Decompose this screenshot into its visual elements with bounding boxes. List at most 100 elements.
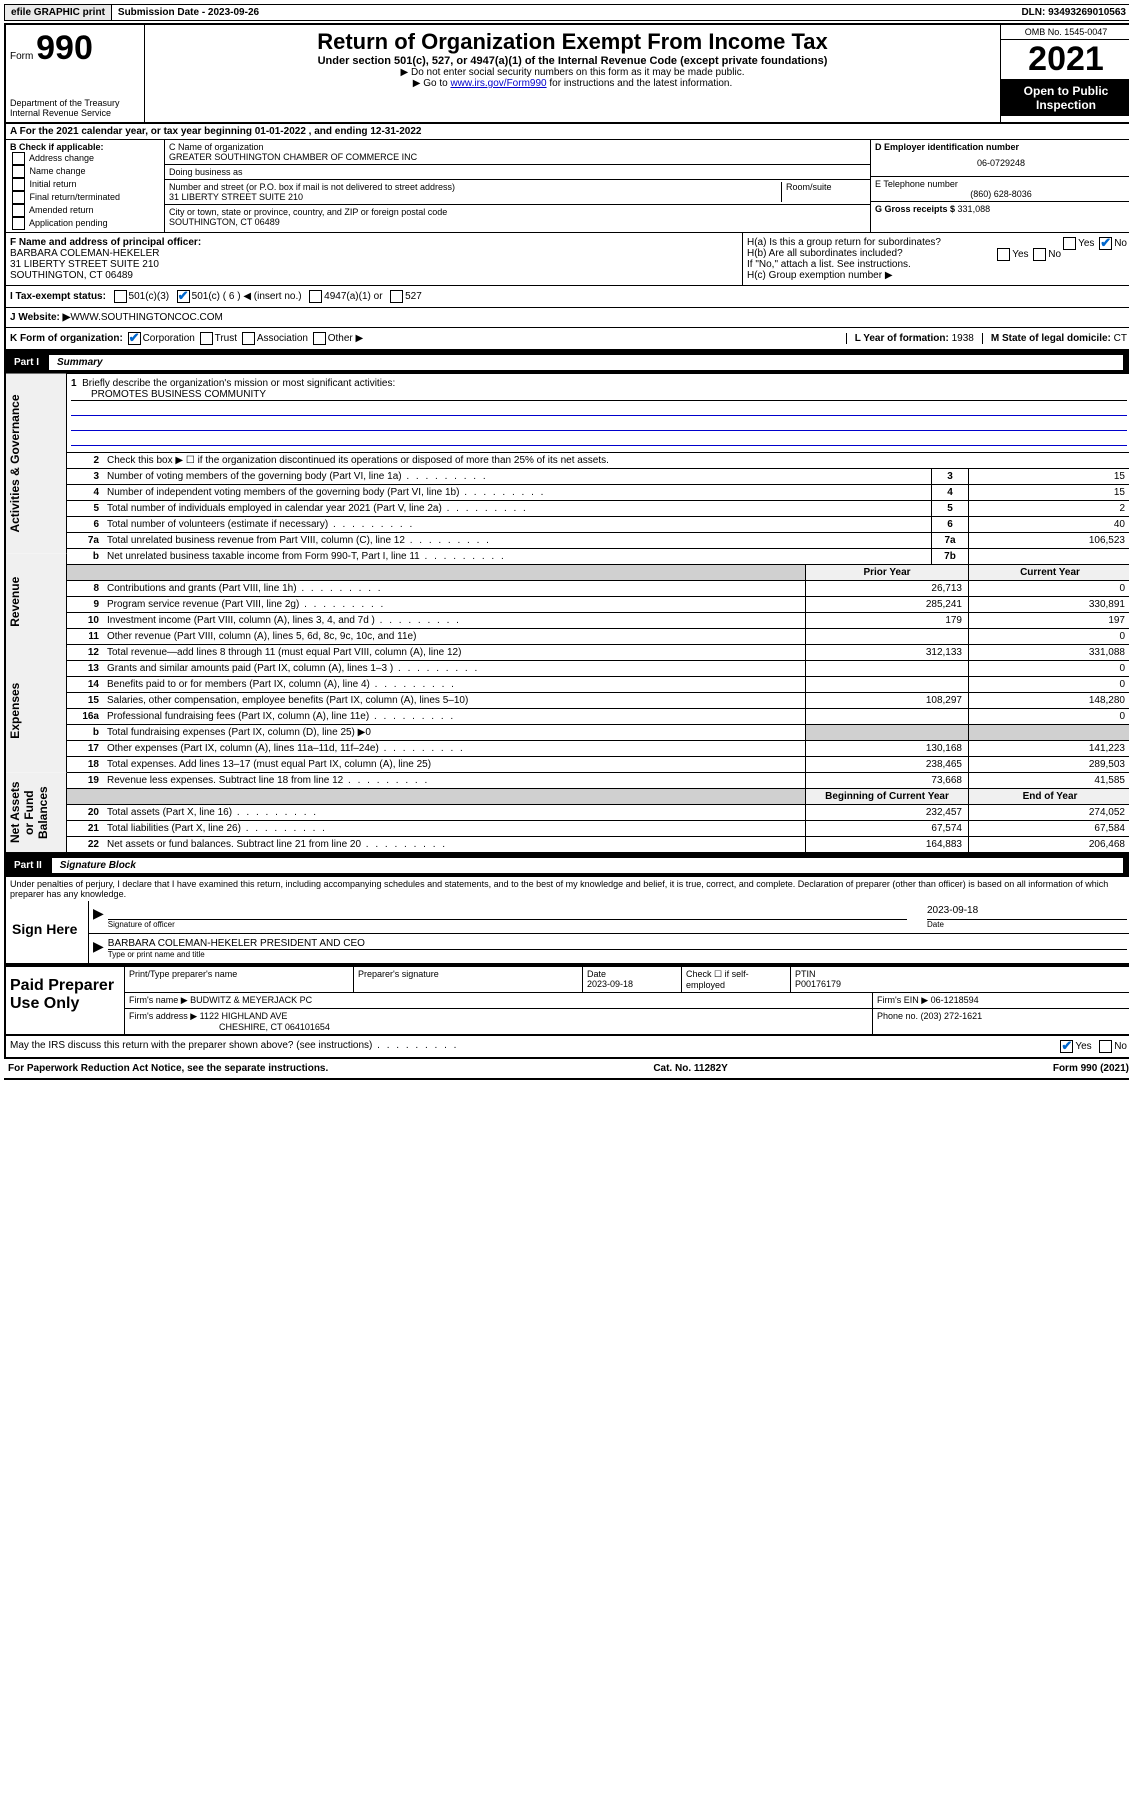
city-label: City or town, state or province, country…: [169, 207, 866, 217]
begin-year-header: Beginning of Current Year: [805, 789, 968, 804]
k-assoc-checkbox[interactable]: [242, 332, 255, 345]
line7a: 7a Total unrelated business revenue from…: [67, 533, 1129, 549]
line12-label: Total revenue—add lines 8 through 11 (mu…: [103, 645, 805, 660]
ha-no: No: [1114, 238, 1127, 249]
dln-value: 93493269010563: [1048, 7, 1126, 18]
column-c: C Name of organization GREATER SOUTHINGT…: [165, 140, 871, 232]
column-b: B Check if applicable: Address change Na…: [6, 140, 165, 232]
i-501c3-checkbox[interactable]: [114, 290, 127, 303]
website-value: WWW.SOUTHINGTONCOC.COM: [70, 312, 223, 323]
hb-yes-checkbox[interactable]: [997, 248, 1010, 261]
line1-value: PROMOTES BUSINESS COMMUNITY: [71, 389, 1127, 401]
row-j: J Website: ▶ WWW.SOUTHINGTONCOC.COM: [4, 308, 1129, 328]
checkbox-name-change[interactable]: [12, 165, 25, 178]
irs-link[interactable]: www.irs.gov/Form990: [450, 78, 546, 89]
m-value: CT: [1114, 333, 1127, 344]
checkbox-initial-return[interactable]: [12, 178, 25, 191]
firm-ein: 06-1218594: [931, 995, 979, 1005]
line21-label: Total liabilities (Part X, line 26): [103, 821, 805, 836]
line15: 15 Salaries, other compensation, employe…: [67, 693, 1129, 709]
line5: 5 Total number of individuals employed i…: [67, 501, 1129, 517]
line11-prior: [805, 629, 968, 644]
note2-pre: ▶ Go to: [413, 78, 451, 89]
line11-num: 11: [67, 629, 103, 644]
k-trust-checkbox[interactable]: [200, 332, 213, 345]
discuss-yes-checkbox[interactable]: [1060, 1040, 1073, 1053]
blank: [103, 565, 805, 580]
line14-prior: [805, 677, 968, 692]
line7a-num: 7a: [67, 533, 103, 548]
line10: 10 Investment income (Part VIII, column …: [67, 613, 1129, 629]
line10-label: Investment income (Part VIII, column (A)…: [103, 613, 805, 628]
blank: [67, 789, 103, 804]
i-527-checkbox[interactable]: [390, 290, 403, 303]
dept-label: Department of the Treasury: [10, 98, 140, 108]
addr-cell: Number and street (or P.O. box if mail i…: [165, 180, 870, 205]
line7b-num: b: [67, 549, 103, 564]
line10-curr: 197: [968, 613, 1129, 628]
part2-label: Part II: [14, 860, 52, 871]
line16b: b Total fundraising expenses (Part IX, c…: [67, 725, 1129, 741]
line4-num: 4: [67, 485, 103, 500]
firm-addr-label: Firm's address ▶: [129, 1011, 200, 1021]
note2-post: for instructions and the latest informat…: [547, 78, 733, 89]
addr-label: Number and street (or P.O. box if mail i…: [169, 182, 781, 192]
line6: 6 Total number of volunteers (estimate i…: [67, 517, 1129, 533]
line16a-curr: 0: [968, 709, 1129, 724]
i-4947-checkbox[interactable]: [309, 290, 322, 303]
paid-row1: Print/Type preparer's name Preparer's si…: [125, 967, 1129, 993]
date-label: Date: [927, 920, 1127, 929]
line13: 13 Grants and similar amounts paid (Part…: [67, 661, 1129, 677]
checkbox-address-change[interactable]: [12, 152, 25, 165]
group-return: H(a) Is this a group return for subordin…: [743, 233, 1129, 285]
i-opt2: 501(c) ( 6 ) ◀ (insert no.): [192, 291, 302, 302]
checkbox-final-return[interactable]: [12, 191, 25, 204]
name-label: Type or print name and title: [108, 950, 1127, 959]
line21-num: 21: [67, 821, 103, 836]
sig-row1: ▶ Signature of officer 2023-09-18 Date: [89, 901, 1129, 934]
k-label: K Form of organization:: [10, 333, 123, 344]
k-other-checkbox[interactable]: [313, 332, 326, 345]
self-employed-label: Check ☐ if self-employed: [682, 967, 791, 992]
city-cell: City or town, state or province, country…: [165, 205, 870, 229]
firm-phone: (203) 272-1621: [921, 1011, 983, 1021]
part1-label: Part I: [14, 357, 49, 368]
line22-num: 22: [67, 837, 103, 852]
year-header: Prior Year Current Year: [67, 565, 1129, 581]
officer-addr1: 31 LIBERTY STREET SUITE 210: [10, 259, 738, 270]
officer-name: BARBARA COLEMAN-HEKELER: [10, 248, 738, 259]
ha-no-checkbox[interactable]: [1099, 237, 1112, 250]
opt-address-change: Address change: [29, 153, 94, 163]
line14-label: Benefits paid to or for members (Part IX…: [103, 677, 805, 692]
line12-num: 12: [67, 645, 103, 660]
discuss-no: No: [1114, 1041, 1127, 1052]
part1-title: Summary: [49, 355, 1123, 370]
checkbox-application-pending[interactable]: [12, 217, 25, 230]
ha-yes-checkbox[interactable]: [1063, 237, 1076, 250]
line8-num: 8: [67, 581, 103, 596]
line19: 19 Revenue less expenses. Subtract line …: [67, 773, 1129, 789]
org-name-cell: C Name of organization GREATER SOUTHINGT…: [165, 140, 870, 165]
paid-row2: Firm's name ▶ BUDWITZ & MEYERJACK PC Fir…: [125, 993, 1129, 1009]
tax-year: 2021: [1001, 40, 1129, 80]
i-501c-checkbox[interactable]: [177, 290, 190, 303]
checkbox-amended[interactable]: [12, 204, 25, 217]
line8-prior: 26,713: [805, 581, 968, 596]
line1: 1 Briefly describe the organization's mi…: [67, 374, 1129, 453]
k-corp-checkbox[interactable]: [128, 332, 141, 345]
line18: 18 Total expenses. Add lines 13–17 (must…: [67, 757, 1129, 773]
line6-num: 6: [67, 517, 103, 532]
discuss-no-checkbox[interactable]: [1099, 1040, 1112, 1053]
efile-button[interactable]: efile GRAPHIC print: [5, 5, 112, 20]
city-value: SOUTHINGTON, CT 06489: [169, 217, 866, 227]
line16a-prior: [805, 709, 968, 724]
hb-note: If "No," attach a list. See instructions…: [747, 259, 1127, 270]
line15-num: 15: [67, 693, 103, 708]
line9-curr: 330,891: [968, 597, 1129, 612]
hb-no-checkbox[interactable]: [1033, 248, 1046, 261]
line19-curr: 41,585: [968, 773, 1129, 788]
paid-row3: Firm's address ▶ 1122 HIGHLAND AVE CHESH…: [125, 1009, 1129, 1034]
line7b-label: Net unrelated business taxable income fr…: [103, 549, 931, 564]
col-b-header: B Check if applicable:: [10, 142, 160, 152]
line16b-grey2: [968, 725, 1129, 740]
